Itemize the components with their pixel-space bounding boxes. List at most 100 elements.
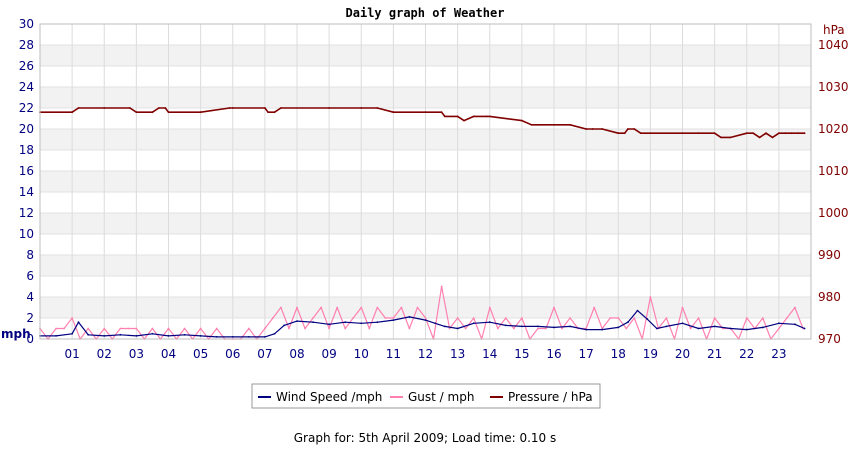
x-tick-label: 07 [257, 347, 272, 361]
series-wind-speed-mph-line [40, 310, 805, 338]
series-wind-speed-mph-point [665, 325, 668, 328]
series-pressure-hpa-point [164, 107, 167, 109]
x-tick-label: 01 [64, 347, 79, 361]
series-gust-mph-point [247, 327, 250, 330]
series-gust-mph-point [609, 317, 612, 319]
series-pressure-hpa-point [765, 132, 767, 135]
series-wind-speed-mph-point [167, 334, 170, 337]
series-gust-mph-point [520, 317, 523, 319]
x-tick-label: 11 [386, 347, 401, 361]
series-wind-speed-mph-point [344, 321, 347, 324]
series-pressure-hpa-point [803, 132, 806, 135]
series-pressure-hpa-point [463, 119, 465, 122]
left-tick-label: 4 [26, 290, 34, 304]
series-gust-mph-point [215, 327, 218, 330]
series-wind-speed-mph-point [231, 336, 234, 338]
series-pressure-hpa-point [456, 115, 459, 118]
series-gust-mph-point [103, 327, 106, 330]
series-gust-mph-point [183, 327, 186, 330]
series-gust-mph-point [288, 327, 290, 330]
series-gust-mph-line [39, 285, 804, 340]
series-pressure-hpa-point [720, 136, 722, 139]
series-wind-speed-mph-point [585, 328, 588, 331]
left-tick-label: 10 [19, 227, 34, 241]
series-pressure-hpa-point [681, 132, 684, 135]
series-wind-speed-mph-point [713, 325, 716, 328]
series-pressure-hpa-point [745, 132, 748, 135]
x-tick-label: 08 [289, 347, 304, 361]
x-tick-label: 21 [707, 347, 722, 361]
series-wind-speed-mph-point [443, 325, 446, 328]
legend-box [251, 383, 601, 409]
series-wind-speed-mph-point [119, 333, 122, 336]
series-gust-mph-point [127, 327, 130, 330]
right-tick-label: 990 [818, 248, 841, 262]
series-wind-speed-mph-point [803, 327, 806, 330]
series-gust-mph-point [456, 317, 459, 319]
series-pressure-hpa-point [231, 107, 234, 109]
series-gust-mph-point [472, 317, 475, 319]
series-gust-mph-point [625, 327, 628, 330]
series-wind-speed-mph-point [794, 323, 796, 326]
series-gust-mph-point [761, 317, 764, 319]
series-pressure-hpa-point [553, 123, 555, 126]
series-gust-mph-point [360, 306, 363, 309]
series-pressure-hpa-point [360, 107, 363, 109]
series-gust-mph-point [561, 327, 563, 330]
right-tick-label: 970 [818, 332, 841, 346]
series-pressure-hpa-line [40, 107, 805, 139]
series-pressure-hpa-point [392, 111, 395, 114]
series-pressure-hpa-point [601, 128, 604, 130]
series-gust-mph-point [87, 327, 90, 330]
left-tick-label: 2 [26, 311, 34, 325]
series-pressure-hpa-point [263, 107, 266, 109]
series-wind-speed-mph-point [183, 333, 186, 336]
series-gust-mph-point [280, 306, 282, 309]
x-tick-label: 22 [739, 347, 754, 361]
series-pressure-hpa-point [569, 123, 571, 126]
series-gust-mph-point [63, 327, 65, 330]
series-pressure-hpa-point [790, 132, 793, 135]
series-gust-mph-point [464, 327, 467, 330]
x-tick-label: 13 [450, 347, 465, 361]
right-axis-label: hPa [823, 23, 845, 37]
x-tick-label: 02 [97, 347, 112, 361]
series-pressure-hpa-point [713, 132, 716, 135]
series-gust-mph-point [496, 327, 499, 330]
series-wind-speed-mph-point [103, 334, 106, 337]
series-wind-speed-mph-point [472, 322, 475, 325]
series-wind-speed-mph-point [77, 321, 80, 324]
series-gust-mph-point [352, 317, 355, 319]
series-gust-mph-point [312, 317, 314, 319]
series-wind-speed-mph-point [215, 336, 218, 338]
x-tick-label: 15 [514, 347, 529, 361]
series-pressure-hpa-point [199, 111, 202, 114]
left-tick-label: 20 [19, 122, 34, 136]
series-gust-mph-point [368, 327, 371, 330]
series-wind-speed-mph-point [504, 324, 507, 327]
series-gust-mph-point [263, 327, 266, 330]
x-tick-label: 16 [546, 347, 561, 361]
series-wind-speed-mph-point [360, 322, 363, 325]
series-pressure-hpa-point [228, 107, 231, 109]
series-pressure-hpa-point [784, 132, 787, 135]
series-pressure-hpa-point [103, 107, 106, 109]
right-tick-label: 1040 [818, 38, 849, 52]
series-wind-speed-mph-point [646, 318, 649, 320]
series-wind-speed-mph-point [247, 336, 250, 338]
series-wind-speed-mph-point [569, 325, 571, 328]
series-pressure-hpa-point [77, 107, 80, 109]
series-wind-speed-mph-point [488, 321, 491, 324]
series-gust-mph-point [199, 327, 202, 330]
series-gust-mph-point [569, 317, 571, 319]
series-gust-mph-point [553, 306, 555, 309]
series-wind-speed-mph-point [296, 320, 298, 323]
series-wind-speed-mph-point [283, 324, 286, 327]
series-gust-mph-point [296, 306, 298, 309]
right-tick-label: 1010 [818, 164, 849, 178]
series-gust-mph-point [384, 317, 387, 319]
x-tick-label: 19 [643, 347, 658, 361]
series-wind-speed-mph-point [328, 323, 331, 326]
series-pressure-hpa-point [729, 136, 732, 139]
